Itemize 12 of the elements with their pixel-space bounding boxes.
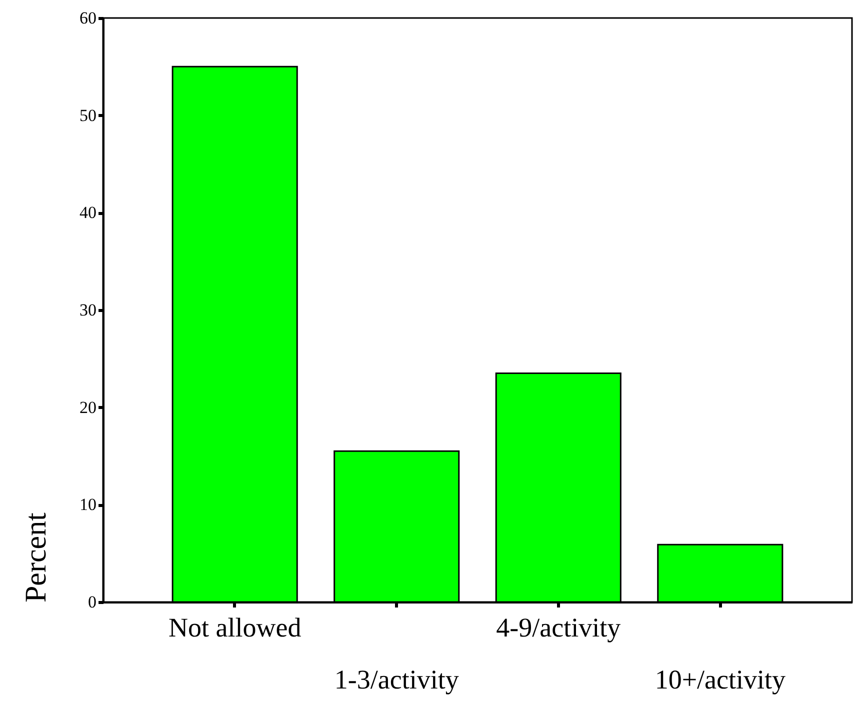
y-tick-label: 0 <box>88 592 96 612</box>
y-tick-label: 60 <box>80 8 96 28</box>
x-tick-label: Not allowed <box>168 612 302 642</box>
y-tick-label: 10 <box>80 495 96 514</box>
y-axis-title: Percent <box>20 512 52 602</box>
x-tick-label: 10+/activity <box>654 664 786 694</box>
x-tick-label: 1-3/activity <box>334 664 460 694</box>
y-tick-label: 50 <box>80 106 96 125</box>
x-tick-label: 4-9/activity <box>496 612 622 642</box>
y-tick-label: 30 <box>80 300 96 320</box>
y-tick-label: 40 <box>80 203 96 222</box>
y-tick-label: 20 <box>80 398 96 417</box>
